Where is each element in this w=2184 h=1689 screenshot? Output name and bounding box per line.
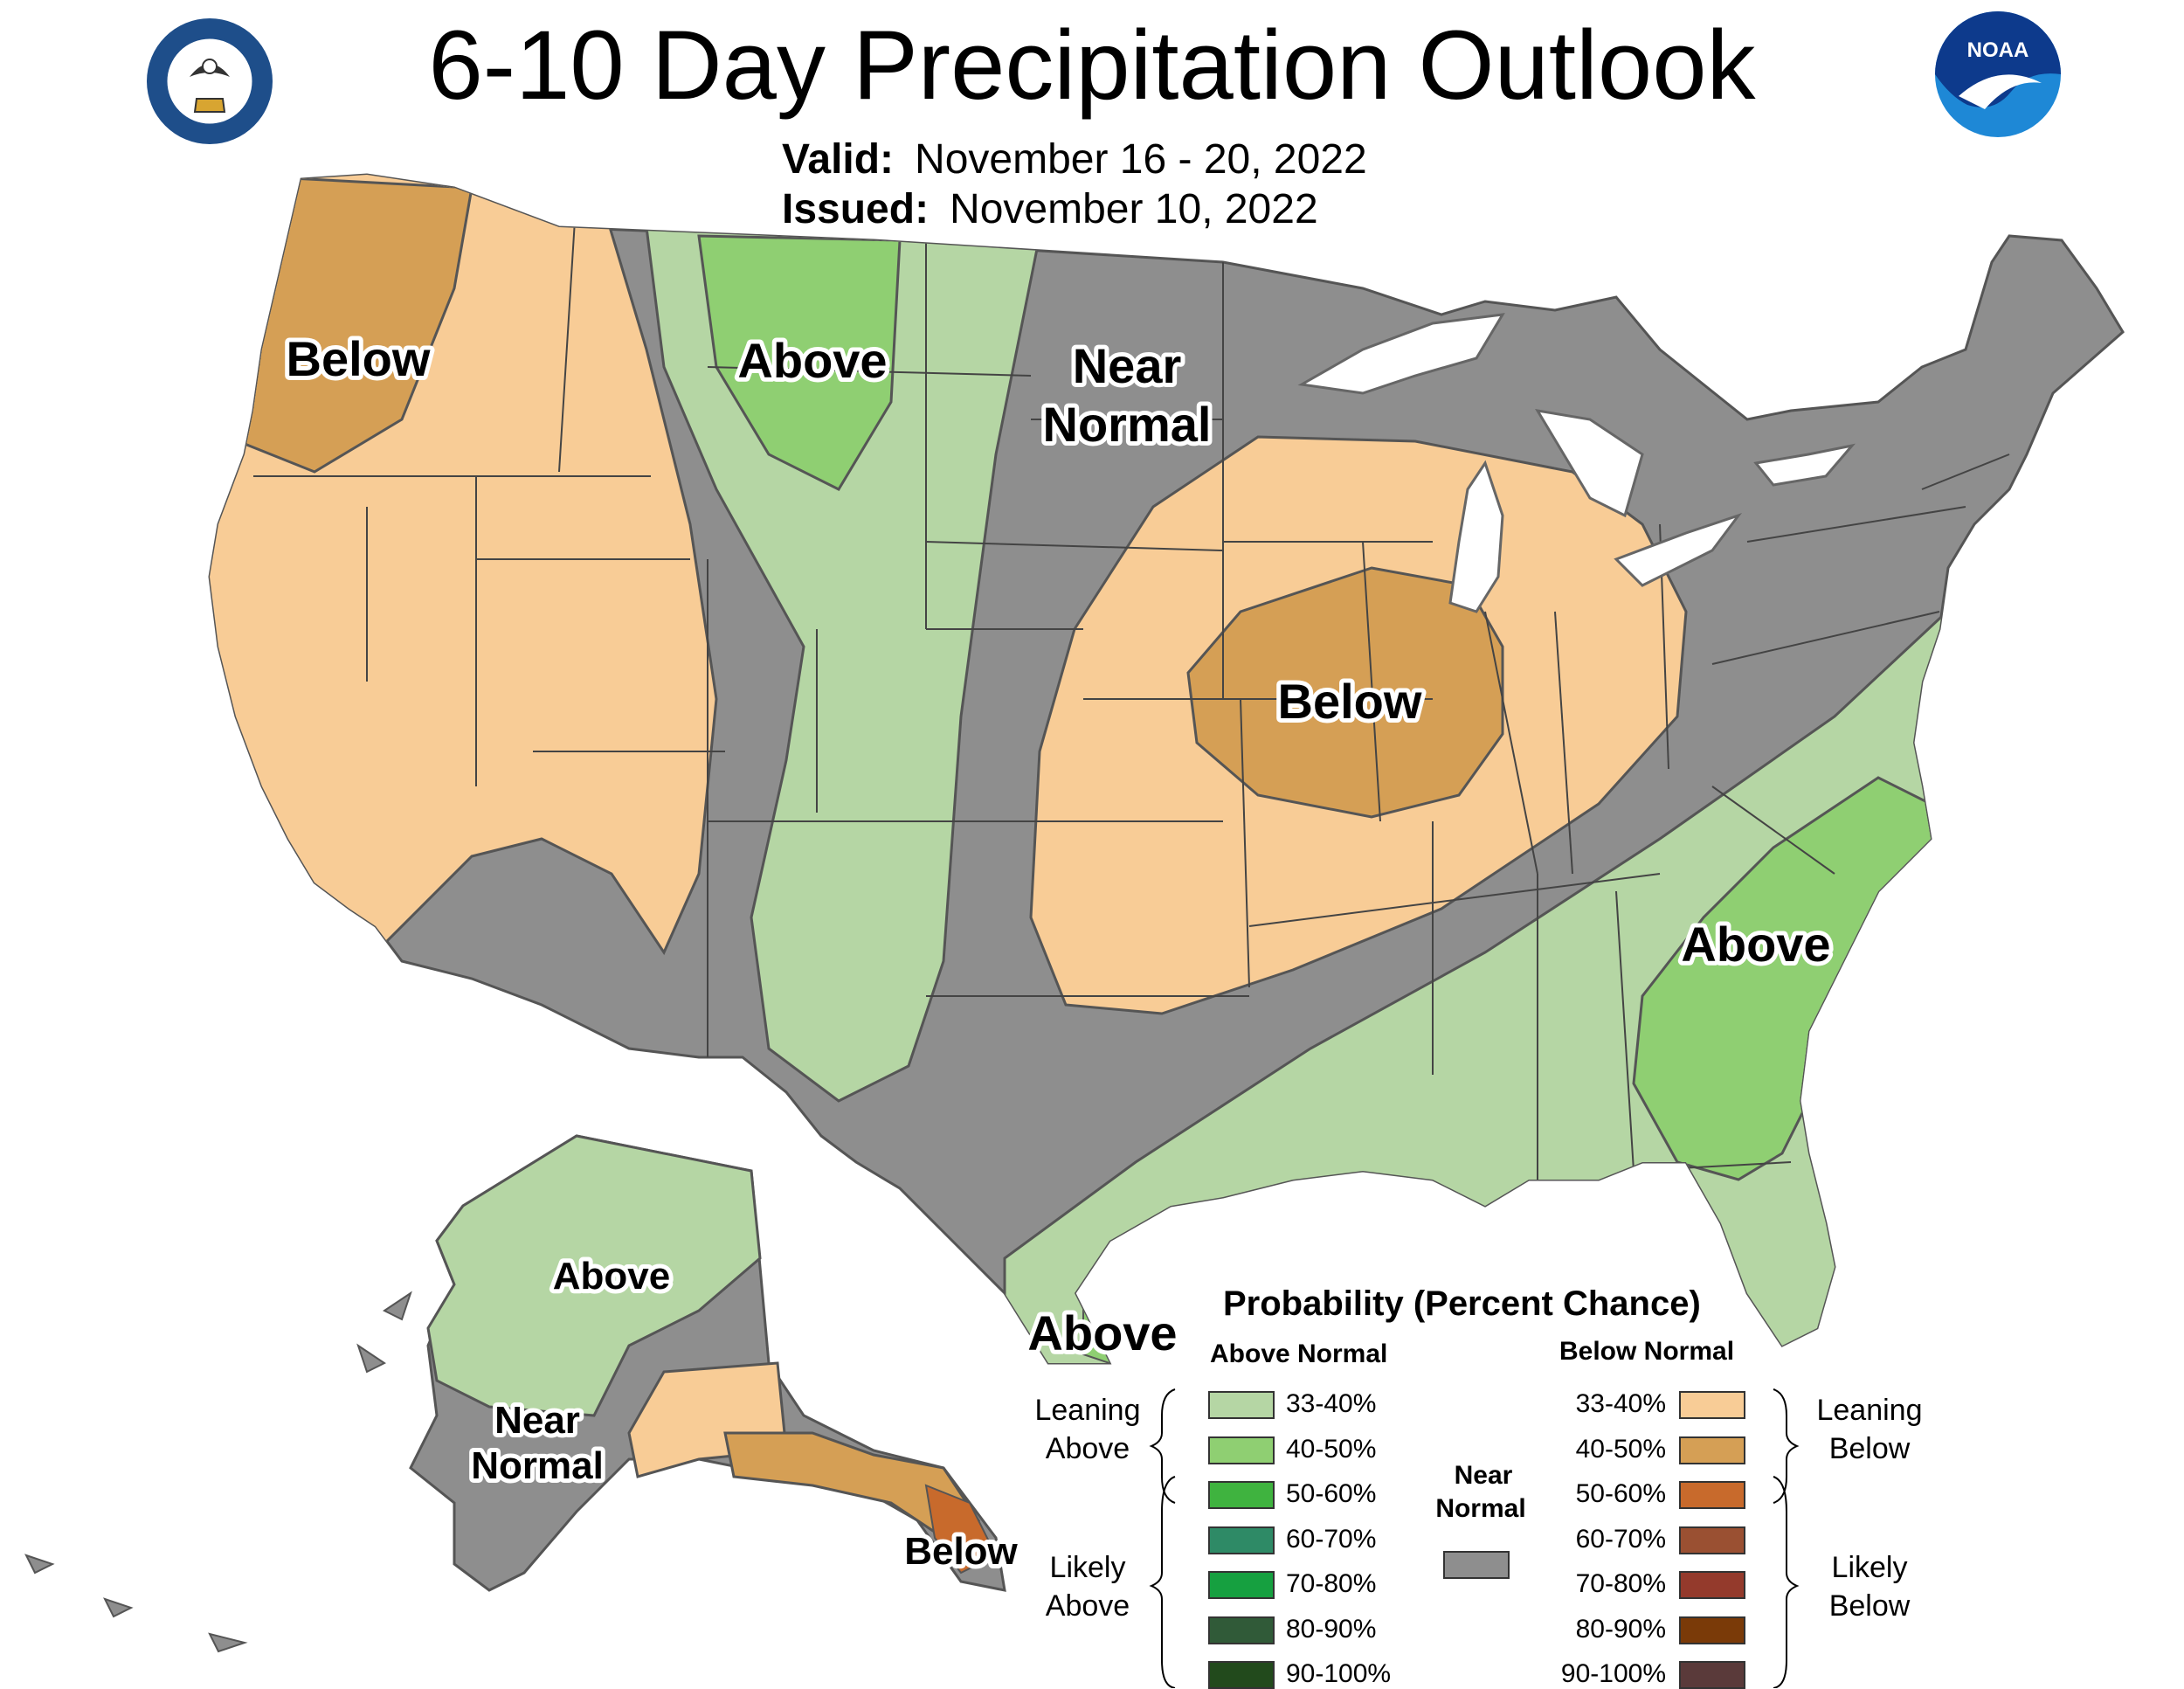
legend-leaning-above: Leaning Above	[1013, 1391, 1162, 1468]
legend-below-label: 80-90%	[1575, 1614, 1666, 1644]
legend-below-label: 50-60%	[1575, 1479, 1666, 1508]
legend-below-label: 90-100%	[1560, 1659, 1666, 1688]
valid-line: Valid: November 16 - 20, 2022	[782, 135, 1367, 183]
legend-heading: Probability (Percent Chance)	[1223, 1284, 1701, 1323]
region-plains-above	[645, 225, 1041, 1103]
legend-below-swatch	[1679, 1436, 1745, 1464]
legend-above-swatch	[1208, 1616, 1275, 1644]
issued-value: November 10, 2022	[950, 186, 1318, 232]
legend-below-swatch	[1679, 1481, 1745, 1509]
legend-above-swatch	[1208, 1661, 1275, 1689]
valid-label: Valid:	[782, 136, 895, 183]
label-ak-above: Above	[553, 1255, 670, 1298]
legend-likely-above: Likely Above	[1013, 1548, 1162, 1625]
alaska-below-50	[924, 1484, 998, 1575]
legend-above-label: 40-50%	[1286, 1434, 1377, 1464]
legend-above-heading: Above Normal	[1210, 1339, 1388, 1368]
legend-below-swatch	[1679, 1661, 1745, 1689]
region-midwest-below-40	[1186, 566, 1504, 819]
label-midwest-below: Below	[1278, 674, 1422, 729]
legend-likely-above-1: Likely	[1049, 1551, 1126, 1584]
legend-below-label: 60-70%	[1575, 1524, 1666, 1554]
legend-below-label: 33-40%	[1575, 1389, 1666, 1418]
legend-above-label: 60-70%	[1286, 1524, 1377, 1554]
legend-above-swatch	[1208, 1526, 1275, 1554]
legend-below-label: 70-80%	[1575, 1569, 1666, 1598]
noaa-logo-text: NOAA	[1967, 38, 2029, 62]
noaa-logo-icon: NOAA	[1935, 11, 2061, 137]
label-near-normal-2: Normal	[1043, 397, 1212, 452]
label-ak-near-1: Near	[494, 1399, 580, 1442]
legend-leaning-above-2: Above	[1045, 1432, 1130, 1465]
legend-below-heading: Below Normal	[1559, 1337, 1735, 1366]
legend-below-label: 40-50%	[1575, 1434, 1666, 1464]
legend-below-swatch	[1679, 1391, 1745, 1419]
legend-near-normal-swatch	[1443, 1551, 1510, 1579]
legend-above-label: 33-40%	[1286, 1389, 1377, 1418]
legend-likely-below: Likely Below	[1795, 1548, 1944, 1625]
legend-above-label: 70-80%	[1286, 1569, 1377, 1598]
legend-below-swatch	[1679, 1526, 1745, 1554]
legend-above-swatch	[1208, 1436, 1275, 1464]
legend-above-label: 80-90%	[1286, 1614, 1377, 1644]
legend-above-swatch	[1208, 1391, 1275, 1419]
commerce-seal-icon	[147, 18, 273, 144]
issued-line: Issued: November 10, 2022	[782, 185, 1318, 233]
legend-above-label: 50-60%	[1286, 1479, 1377, 1508]
label-southeast-above: Above	[1681, 917, 1830, 972]
legend-near-2: Normal	[1435, 1494, 1526, 1523]
page-title: 6-10 Day Precipitation Outlook	[428, 10, 1756, 120]
legend-near-1: Near	[1454, 1461, 1513, 1490]
legend-above-swatch	[1208, 1571, 1275, 1599]
label-texas-above: Above	[1027, 1305, 1177, 1360]
label-near-normal-1: Near	[1073, 338, 1182, 393]
legend-above-swatch	[1208, 1481, 1275, 1509]
label-nw-below: Below	[287, 331, 431, 386]
legend-likely-below-1: Likely	[1831, 1551, 1908, 1584]
legend-leaning-below-2: Below	[1828, 1432, 1911, 1465]
legend-below-swatch	[1679, 1571, 1745, 1599]
legend-leaning-below-1: Leaning	[1816, 1394, 1923, 1427]
label-ak-below: Below	[904, 1530, 1018, 1573]
legend-likely-above-2: Above	[1045, 1589, 1130, 1623]
legend-above-label: 90-100%	[1286, 1659, 1392, 1688]
legend-leaning-above-1: Leaning	[1034, 1394, 1141, 1427]
state-boundaries	[253, 191, 2010, 1188]
alaska-map	[24, 1134, 1006, 1653]
label-ak-near-2: Normal	[471, 1444, 604, 1487]
label-north-above: Above	[737, 333, 887, 388]
legend-likely-below-2: Below	[1828, 1589, 1911, 1623]
issued-label: Issued:	[782, 186, 930, 232]
alaska-above	[426, 1134, 762, 1417]
great-lakes	[1297, 313, 1856, 613]
legend-below-swatch	[1679, 1616, 1745, 1644]
valid-value: November 16 - 20, 2022	[915, 136, 1367, 183]
legend-leaning-below: Leaning Below	[1795, 1391, 1944, 1468]
